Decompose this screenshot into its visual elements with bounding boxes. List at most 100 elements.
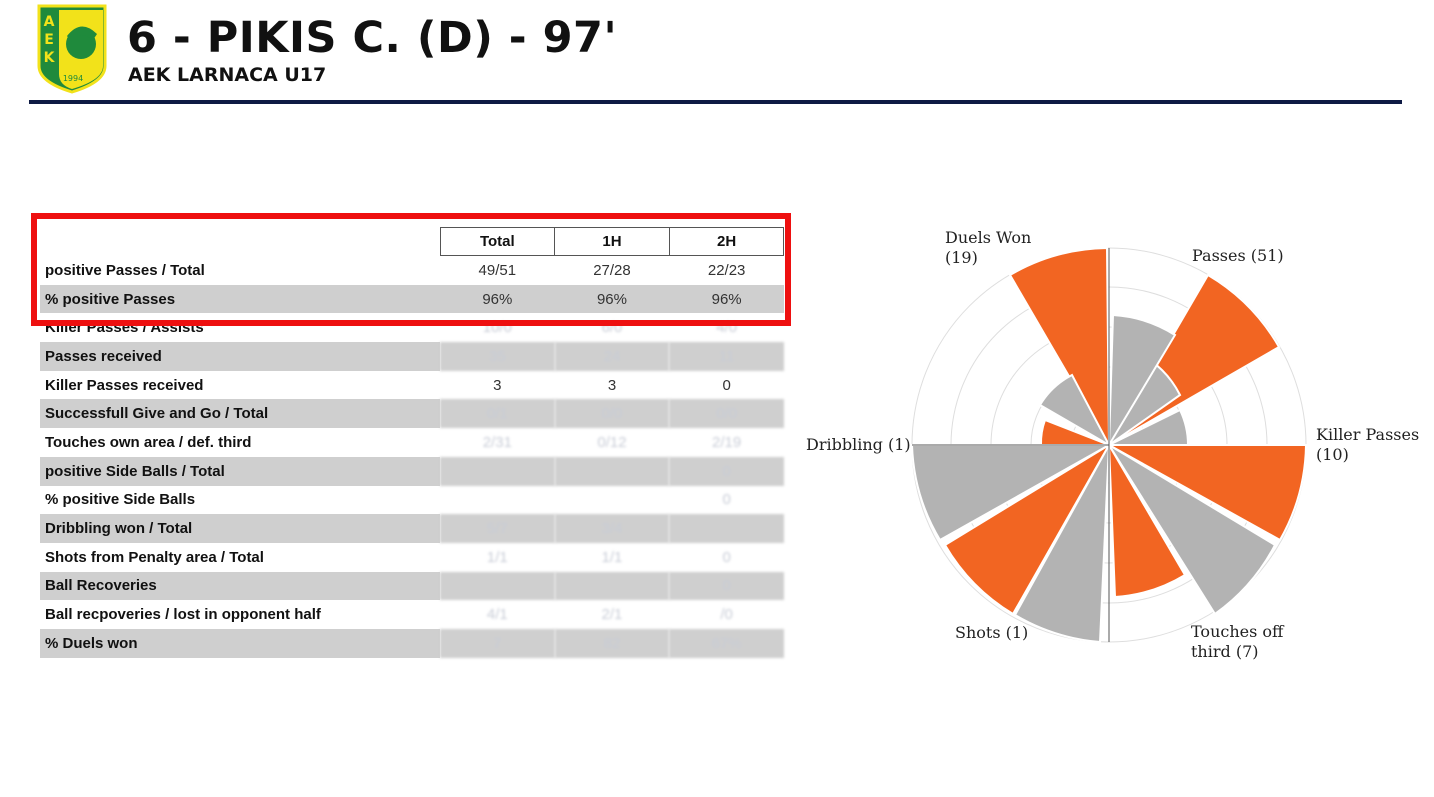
cell-2h: 2/19 — [712, 433, 742, 451]
row-label: Touches own area / def. third — [45, 433, 252, 451]
cell-2h: 0 — [669, 456, 784, 486]
cell-1h: 3/4 — [554, 514, 670, 543]
cell-2h — [669, 514, 784, 543]
cell-1h — [554, 571, 670, 601]
table-row: % positive Passes 96% 96% 96% — [40, 284, 784, 314]
row-label: Shots from Penalty area / Total — [45, 548, 264, 566]
table-row: Successfull Give and Go / Total 0/1 0/0 … — [40, 399, 784, 429]
table-row: Passes received 35 24 11 — [40, 342, 784, 371]
row-label: Killer Passes / Assists — [45, 319, 204, 337]
cell-2h: 67% — [669, 628, 784, 658]
team-subtitle: AEK LARNACA U17 — [128, 64, 327, 86]
cell-1h: 2/1 — [601, 606, 623, 624]
row-label: Dribbling won / Total — [40, 514, 440, 543]
table-row: Touches own area / def. third 2/31 0/12 … — [40, 428, 784, 457]
label-duels-won: Duels Won — [945, 228, 1031, 247]
logo-letter-k: K — [44, 50, 56, 66]
cell-1h: 0/12 — [597, 433, 627, 451]
wedge-upper-grey — [1107, 313, 1177, 449]
logo-year: 1994 — [63, 74, 83, 83]
radar-chart: Duels Won (19) Passes (51) Killer Passes… — [806, 228, 1419, 661]
table-row: positive Passes / Total 49/51 27/28 22/2… — [40, 256, 784, 285]
table-row: Ball Recoveries 0 — [40, 571, 784, 601]
row-label: Successfull Give and Go / Total — [40, 399, 440, 429]
cell-2h: 96% — [669, 284, 784, 314]
wedge-duels — [1008, 246, 1111, 449]
table-row: % Duels won 7 82 67% — [40, 628, 784, 658]
table-header-blank — [40, 227, 440, 256]
table-row: % positive Side Balls 0 — [40, 486, 784, 515]
cell-2h: 22/23 — [707, 261, 746, 279]
label-duels-won-count: (19) — [945, 248, 978, 267]
radar-wedges — [910, 246, 1308, 644]
cell-1h: 1/1 — [601, 548, 623, 566]
column-header-total: Total — [439, 227, 556, 256]
wedge-shots — [943, 442, 1112, 616]
label-killer-passes-count: (10) — [1316, 445, 1349, 464]
wedge-bottom-grey — [1013, 444, 1110, 644]
wedge-dribbling — [910, 444, 1113, 542]
cell-2h: 0 — [722, 376, 731, 394]
cell-2h: 4/0 — [716, 319, 738, 337]
stats-table: Total 1H 2H positive Passes / Total 49/5… — [40, 227, 785, 658]
table-row: Ball recpoveries / lost in opponent half… — [40, 600, 784, 629]
label-passes: Passes (51) — [1192, 246, 1284, 265]
logo-letter-a: A — [44, 14, 55, 30]
cell-total: 4/1 — [486, 606, 508, 624]
cell-1h: 24 — [554, 342, 670, 371]
table-row: Shots from Penalty area / Total 1/1 1/1 … — [40, 543, 784, 572]
label-touches-off: Touches off — [1191, 622, 1285, 641]
wedge-killer-passes — [1105, 444, 1308, 542]
cell-total: 5/7 — [440, 514, 555, 543]
table-header-row: Total 1H 2H — [40, 227, 785, 256]
wedge-touches — [1108, 444, 1187, 599]
row-label: Passes received — [40, 342, 440, 371]
cell-total: 49/51 — [478, 261, 517, 279]
cell-2h: 0 — [669, 571, 784, 601]
cell-total: 7 — [440, 628, 555, 658]
cell-total: 96% — [440, 284, 555, 314]
row-label: Ball Recoveries — [40, 571, 440, 601]
cell-1h: 27/28 — [593, 261, 631, 279]
label-touches-off-count: third (7) — [1191, 642, 1259, 661]
row-label: positive Passes / Total — [45, 261, 205, 279]
table-row: positive Side Balls / Total 0 — [40, 456, 784, 486]
label-shots: Shots (1) — [955, 623, 1028, 642]
header-divider — [29, 100, 1402, 104]
cell-2h: 0/0 — [669, 399, 784, 429]
row-label: % positive Side Balls — [45, 491, 196, 509]
cell-total: 0/1 — [440, 399, 555, 429]
wedge-lower-right-grey — [1108, 444, 1277, 616]
cell-1h — [555, 486, 670, 515]
cell-1h: 3 — [607, 376, 617, 394]
cell-total: 35 — [440, 342, 555, 371]
cell-1h: 96% — [554, 284, 670, 314]
cell-total: 3 — [493, 376, 502, 394]
cell-1h: 6/0 — [601, 319, 623, 337]
cell-total — [440, 486, 555, 515]
page-title: 6 - PIKIS C. (D) - 97' — [127, 13, 618, 63]
cell-total: 2/31 — [482, 433, 512, 451]
cell-2h: /0 — [720, 606, 733, 624]
cell-1h: 0/0 — [554, 399, 670, 429]
cell-1h: 82 — [554, 628, 670, 658]
logo-letter-e: E — [44, 32, 54, 48]
radar-labels: Duels Won (19) Passes (51) Killer Passes… — [806, 228, 1419, 661]
row-label: Killer Passes received — [45, 376, 204, 394]
club-logo: A E K 1994 — [37, 4, 107, 94]
table-row: Killer Passes / Assists 10/0 6/0 4/0 — [40, 313, 784, 342]
row-label: Ball recpoveries / lost in opponent half — [45, 606, 321, 624]
column-header-1h: 1H — [554, 227, 670, 256]
table-row: Killer Passes received 3 3 0 — [40, 371, 784, 400]
cell-total — [440, 456, 555, 486]
row-label: % Duels won — [40, 628, 440, 658]
cell-1h — [554, 456, 670, 486]
label-dribbling: Dribbling (1) — [806, 435, 911, 454]
radar-axes — [912, 248, 1110, 642]
row-label: positive Side Balls / Total — [40, 456, 440, 486]
row-label: % positive Passes — [40, 284, 440, 314]
column-header-2h: 2H — [668, 227, 785, 256]
wedge-upper-left-grey — [1038, 373, 1112, 448]
table-row: Dribbling won / Total 5/7 3/4 — [40, 514, 784, 543]
cell-2h: 0 — [722, 548, 731, 566]
